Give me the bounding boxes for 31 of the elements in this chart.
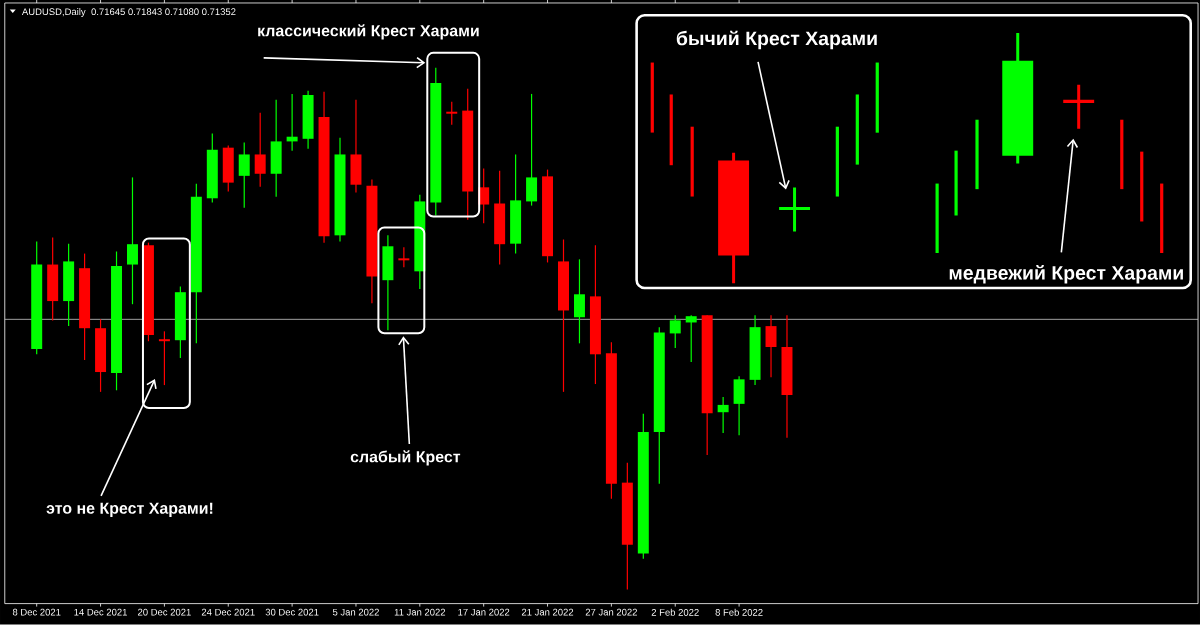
candlestick [717, 396, 729, 434]
candlestick [669, 314, 681, 349]
x-tick-label: 17 Jan 2022 [458, 609, 510, 616]
candlestick [765, 314, 777, 379]
x-tick-label: 14 Dec 2021 [74, 609, 127, 616]
candlestick [238, 142, 250, 209]
x-tick-label: 27 Jan 2022 [585, 609, 637, 616]
x-tick-label: 2 Feb 2022 [651, 609, 699, 616]
chart-subtitle: 0.71645 0.71843 0.71080 0.71352 [91, 8, 236, 16]
x-tick-label: 8 Feb 2022 [715, 609, 763, 616]
candlestick [573, 258, 585, 345]
candlestick [445, 101, 459, 126]
text: медвежий Крест Харами [949, 265, 1183, 284]
x-tick-label: 21 Jan 2022 [521, 609, 574, 616]
x-tick-label: 8 Dec 2021 [12, 609, 61, 616]
chart-title: AUDUSD,Daily [21, 8, 86, 18]
x-tick-label: 20 Dec 2021 [138, 609, 191, 616]
x-tick-label: 11 Jan 2022 [394, 609, 446, 616]
candlestick [254, 112, 266, 188]
annotation: слабый Крест [350, 450, 461, 466]
x-tick-label: 24 Dec 2021 [201, 609, 255, 616]
candlestick [685, 314, 697, 363]
x-tick-label: 5 Jan 2022 [332, 609, 379, 616]
text: классический Крест Харами [258, 24, 479, 40]
x-tick-label: 30 Dec 2021 [265, 609, 319, 616]
text: бычий Крест Харами [676, 30, 877, 50]
candlestick [397, 246, 411, 268]
candlestick [157, 330, 171, 386]
annotation: это не Крест Харами! [46, 502, 213, 518]
candlestick [127, 177, 138, 306]
candlestick [526, 93, 538, 207]
